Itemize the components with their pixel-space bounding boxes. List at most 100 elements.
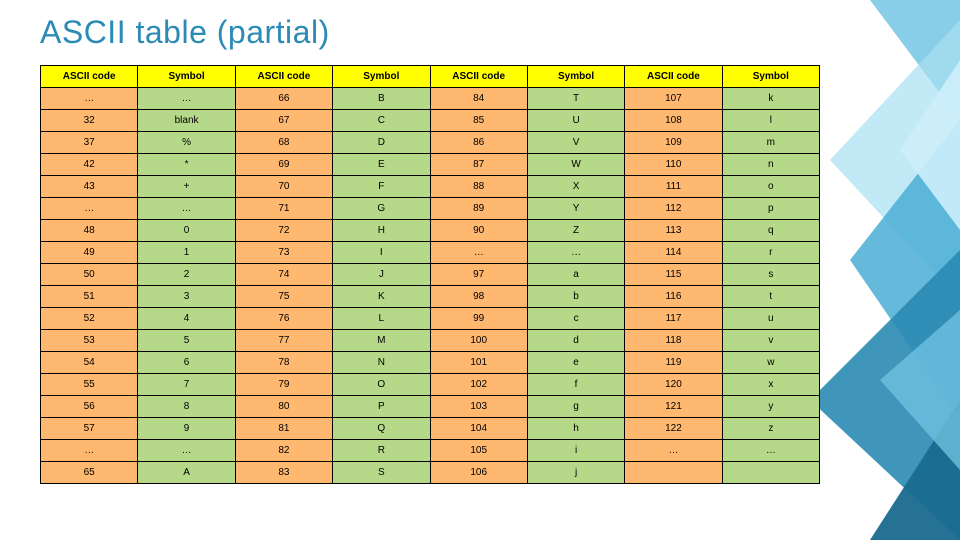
table-row: 54678N101e119w <box>41 352 820 374</box>
symbol-cell: k <box>722 88 819 110</box>
ascii-code-cell: 57 <box>41 418 138 440</box>
ascii-code-cell: 32 <box>41 110 138 132</box>
symbol-cell: w <box>722 352 819 374</box>
symbol-cell: 3 <box>138 286 235 308</box>
symbol-cell: E <box>333 154 430 176</box>
symbol-cell: V <box>527 132 624 154</box>
ascii-code-cell: 100 <box>430 330 527 352</box>
ascii-code-cell: 79 <box>235 374 332 396</box>
symbol-cell: U <box>527 110 624 132</box>
ascii-code-cell: 107 <box>625 88 722 110</box>
ascii-code-cell: 85 <box>430 110 527 132</box>
table-row: 50274J97a115s <box>41 264 820 286</box>
ascii-code-cell: 87 <box>430 154 527 176</box>
table-row: 56880P103g121y <box>41 396 820 418</box>
symbol-cell: X <box>527 176 624 198</box>
ascii-code-cell: 108 <box>625 110 722 132</box>
symbol-cell: h <box>527 418 624 440</box>
table-row: ……66B84T107k <box>41 88 820 110</box>
ascii-code-cell: 106 <box>430 462 527 484</box>
symbol-cell: d <box>527 330 624 352</box>
ascii-code-cell: 118 <box>625 330 722 352</box>
symbol-cell: L <box>333 308 430 330</box>
table-row: 32blank67C85U108l <box>41 110 820 132</box>
table-row: 42*69E87W110n <box>41 154 820 176</box>
table-row: 43+70F88X111o <box>41 176 820 198</box>
symbol-cell: j <box>527 462 624 484</box>
symbol-cell: g <box>527 396 624 418</box>
ascii-code-cell: 105 <box>430 440 527 462</box>
symbol-cell: T <box>527 88 624 110</box>
ascii-code-cell: 104 <box>430 418 527 440</box>
col-header: ASCII code <box>41 66 138 88</box>
ascii-code-cell: 72 <box>235 220 332 242</box>
ascii-code-cell: 89 <box>430 198 527 220</box>
ascii-code-cell: 109 <box>625 132 722 154</box>
symbol-cell: r <box>722 242 819 264</box>
ascii-code-cell: 77 <box>235 330 332 352</box>
ascii-code-cell: … <box>41 198 138 220</box>
symbol-cell: v <box>722 330 819 352</box>
table-header-row: ASCII code Symbol ASCII code Symbol ASCI… <box>41 66 820 88</box>
table-row: 37%68D86V109m <box>41 132 820 154</box>
ascii-code-cell: 66 <box>235 88 332 110</box>
symbol-cell: S <box>333 462 430 484</box>
ascii-code-cell: 117 <box>625 308 722 330</box>
ascii-code-cell: 54 <box>41 352 138 374</box>
symbol-cell: N <box>333 352 430 374</box>
symbol-cell: f <box>527 374 624 396</box>
ascii-table-body: ……66B84T107k32blank67C85U108l37%68D86V10… <box>41 88 820 484</box>
symbol-cell: 7 <box>138 374 235 396</box>
symbol-cell: p <box>722 198 819 220</box>
symbol-cell: F <box>333 176 430 198</box>
symbol-cell: s <box>722 264 819 286</box>
ascii-code-cell: 55 <box>41 374 138 396</box>
symbol-cell: J <box>333 264 430 286</box>
ascii-code-cell: 112 <box>625 198 722 220</box>
ascii-code-cell: 70 <box>235 176 332 198</box>
symbol-cell: Z <box>527 220 624 242</box>
ascii-code-cell: 101 <box>430 352 527 374</box>
symbol-cell: 5 <box>138 330 235 352</box>
ascii-code-cell: 121 <box>625 396 722 418</box>
ascii-code-cell: 116 <box>625 286 722 308</box>
ascii-code-cell: 76 <box>235 308 332 330</box>
symbol-cell: O <box>333 374 430 396</box>
col-header: Symbol <box>527 66 624 88</box>
symbol-cell: 8 <box>138 396 235 418</box>
table-row: 53577M100d118v <box>41 330 820 352</box>
symbol-cell: M <box>333 330 430 352</box>
symbol-cell: l <box>722 110 819 132</box>
symbol-cell: * <box>138 154 235 176</box>
ascii-code-cell: 119 <box>625 352 722 374</box>
col-header: ASCII code <box>430 66 527 88</box>
ascii-code-cell: 110 <box>625 154 722 176</box>
table-row: ……82R105i…… <box>41 440 820 462</box>
ascii-code-cell: 86 <box>430 132 527 154</box>
symbol-cell: q <box>722 220 819 242</box>
ascii-code-cell: 48 <box>41 220 138 242</box>
page-title: ASCII table (partial) <box>40 14 920 51</box>
ascii-code-cell: 71 <box>235 198 332 220</box>
table-row: 55779O102f120x <box>41 374 820 396</box>
symbol-cell: B <box>333 88 430 110</box>
ascii-code-cell: 82 <box>235 440 332 462</box>
symbol-cell: 0 <box>138 220 235 242</box>
ascii-code-cell: 97 <box>430 264 527 286</box>
symbol-cell: i <box>527 440 624 462</box>
ascii-table: ASCII code Symbol ASCII code Symbol ASCI… <box>40 65 820 484</box>
ascii-code-cell: 83 <box>235 462 332 484</box>
symbol-cell: I <box>333 242 430 264</box>
ascii-code-cell: 99 <box>430 308 527 330</box>
ascii-code-cell: 73 <box>235 242 332 264</box>
ascii-code-cell: 103 <box>430 396 527 418</box>
symbol-cell: x <box>722 374 819 396</box>
ascii-code-cell <box>625 462 722 484</box>
ascii-code-cell: 115 <box>625 264 722 286</box>
symbol-cell: c <box>527 308 624 330</box>
symbol-cell: t <box>722 286 819 308</box>
symbol-cell: W <box>527 154 624 176</box>
ascii-code-cell: 51 <box>41 286 138 308</box>
ascii-code-cell: 53 <box>41 330 138 352</box>
ascii-code-cell: … <box>430 242 527 264</box>
